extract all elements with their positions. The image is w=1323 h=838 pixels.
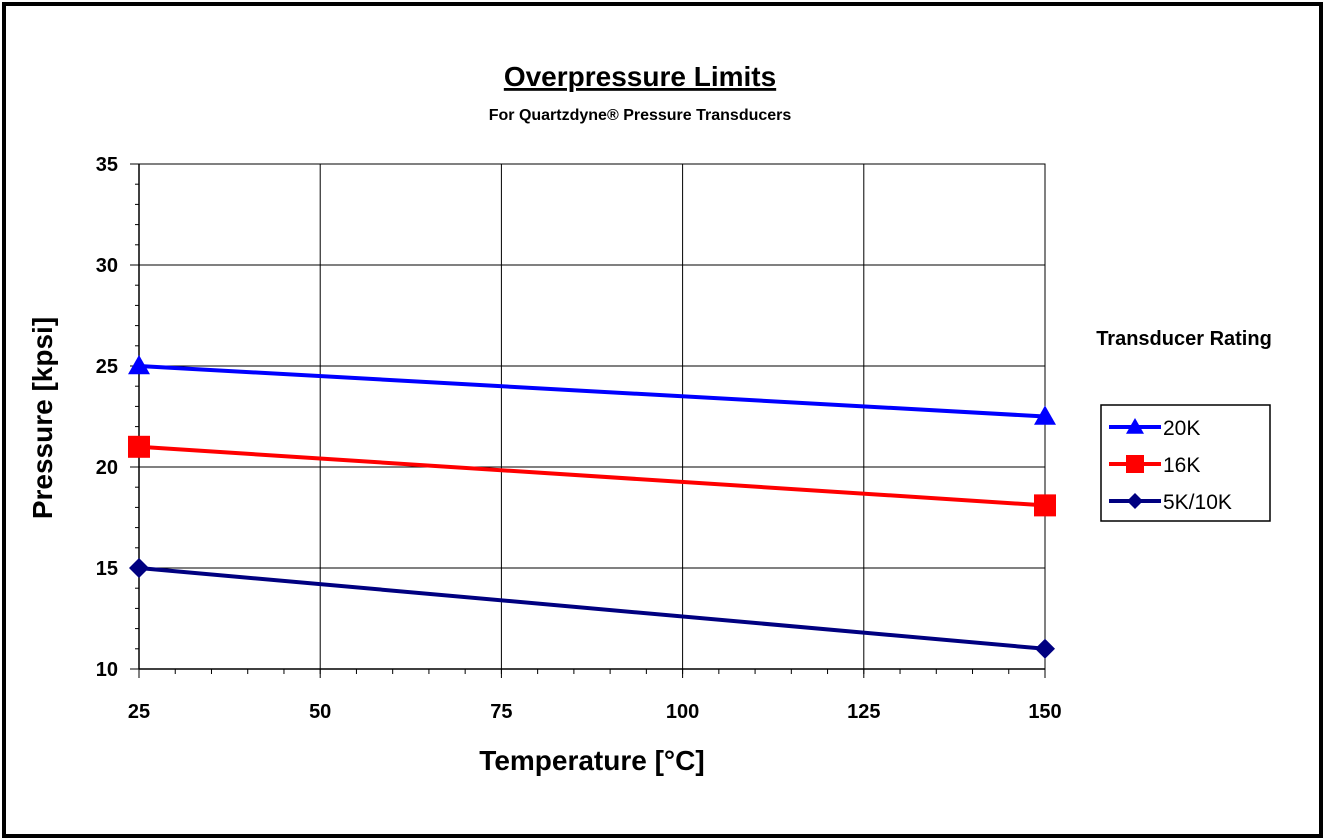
x-tick-label: 150 [1028,701,1061,723]
legend-item-16k: 16K [1109,454,1200,477]
triangle-marker [1034,405,1056,425]
x-tick-label: 25 [128,701,150,723]
series-5k-10k [129,558,1055,659]
square-marker [1034,494,1056,517]
chart-title: Overpressure Limits [504,61,776,92]
legend-title: Transducer Rating [1096,328,1272,350]
x-tick-label: 125 [847,701,880,723]
legend: 20K 16K 5K/10K [1100,404,1271,522]
series-line-20k [138,364,1046,419]
diamond-marker [129,558,149,578]
x-tick-label: 75 [490,701,512,723]
series-line-16k [138,444,1046,508]
legend-item-20k: 20K [1109,417,1200,440]
y-tick-label: 10 [96,659,118,681]
diamond-marker [1035,638,1055,659]
x-axis-label: Temperature [°C] [479,745,704,776]
square-marker [1126,455,1144,473]
y-axis-label: Pressure [kpsi] [27,317,58,519]
diamond-marker [1127,493,1143,509]
legend-label: 5K/10K [1163,491,1232,514]
legend-label: 20K [1163,417,1200,440]
chart-subtitle: For Quartzdyne® Pressure Transducers [489,107,792,124]
series-16k [128,435,1056,517]
series-line-5k-10k [138,566,1046,651]
y-tick-label: 20 [96,457,118,479]
legend-item-5k-10k: 5K/10K [1109,491,1232,514]
y-tick-label: 25 [96,356,118,378]
square-marker [128,435,150,458]
x-tick-label: 50 [309,701,331,723]
y-tick-label: 30 [96,255,118,277]
triangle-marker [1126,418,1144,434]
triangle-marker [128,355,150,375]
legend-label: 16K [1163,454,1200,477]
series-20k [128,355,1056,425]
x-tick-label: 100 [666,701,699,723]
y-tick-label: 35 [96,154,118,176]
y-tick-label: 15 [96,558,118,580]
plot-area [138,163,1046,670]
